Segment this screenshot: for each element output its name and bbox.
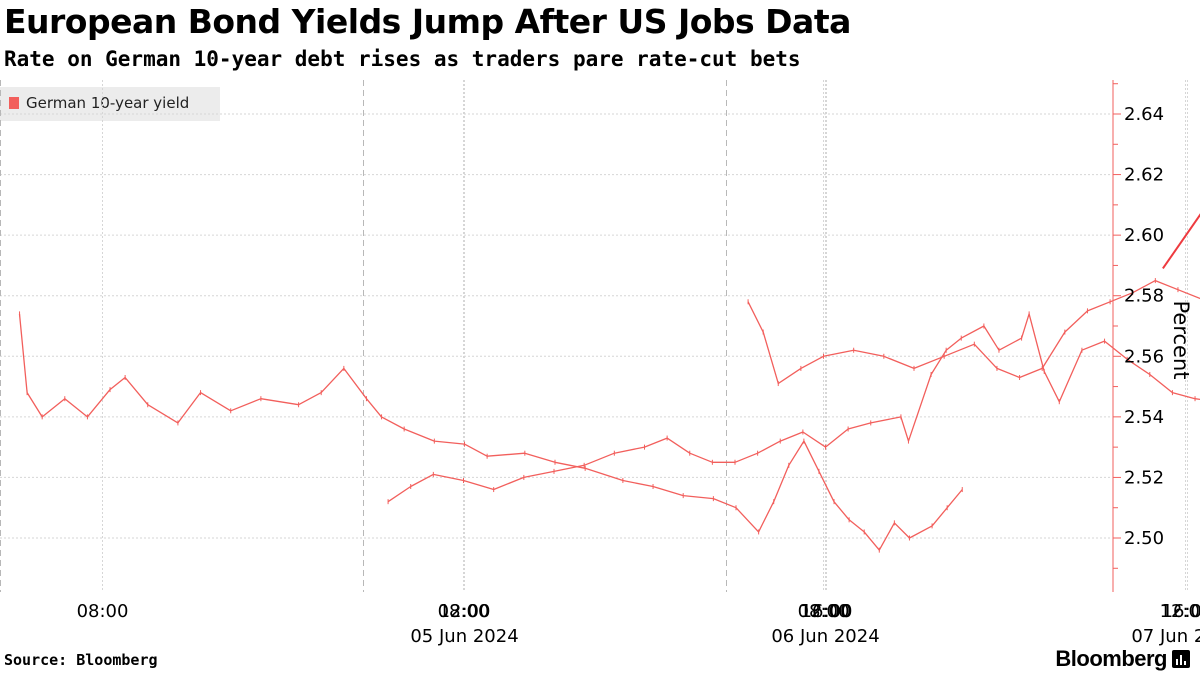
y-tick-label: 2.52: [1124, 467, 1164, 488]
y-tick-label: 2.58: [1124, 286, 1164, 307]
source-note: Source: Bloomberg: [4, 651, 158, 669]
x-tick-label: 08:00: [77, 601, 129, 622]
chart-title: European Bond Yields Jump After US Jobs …: [4, 2, 851, 41]
x-date-label: 05 Jun 2024: [410, 626, 518, 647]
y-tick-label: 2.50: [1124, 528, 1164, 549]
y-axis: 2.50 2.52 2.54 2.56 2.58 2.60 2.62 2.64: [1112, 80, 1164, 592]
chart-subtitle: Rate on German 10-year debt rises as tra…: [4, 47, 801, 71]
series-line-german-10y: [18, 313, 963, 551]
y-tick-label: 2.60: [1124, 225, 1164, 246]
y-tick-label: 2.54: [1124, 407, 1164, 428]
bloomberg-terminal-icon: [1172, 650, 1190, 668]
brand-name: Bloomberg: [1055, 646, 1167, 671]
x-tick-label: 12:00: [1160, 601, 1200, 622]
legend-box: [0, 87, 220, 121]
series-layer: [18, 278, 1200, 553]
x-tick-label: 12:00: [439, 601, 491, 622]
legend-label: German 10-year yield: [26, 94, 189, 112]
gridlines: [0, 80, 1188, 592]
x-date-label: 07 Jun 2024: [1131, 626, 1200, 647]
x-date-label: 06 Jun 2024: [771, 626, 879, 647]
annotation-arrow-shaft: [1162, 213, 1200, 270]
session-dividers: [0, 80, 727, 592]
x-tick-label: 16:00: [1162, 601, 1200, 622]
brand-logo: Bloomberg: [1055, 646, 1190, 672]
y-tick-label: 2.62: [1124, 165, 1164, 186]
y-axis-title: Percent: [1169, 300, 1193, 379]
annotation-layer: [1162, 213, 1200, 270]
x-tick-label: 08:00: [438, 601, 490, 622]
series-line-german-10y: [387, 313, 1200, 503]
y-tick-label: 2.64: [1124, 104, 1164, 125]
y-tick-label: 2.56: [1124, 346, 1164, 367]
x-tick-label: 12:00: [800, 601, 852, 622]
legend-swatch: [9, 97, 19, 109]
x-tick-label: 08:00: [798, 601, 850, 622]
x-tick-label: 16:00: [801, 601, 853, 622]
series-line-german-10y: [747, 279, 1200, 385]
